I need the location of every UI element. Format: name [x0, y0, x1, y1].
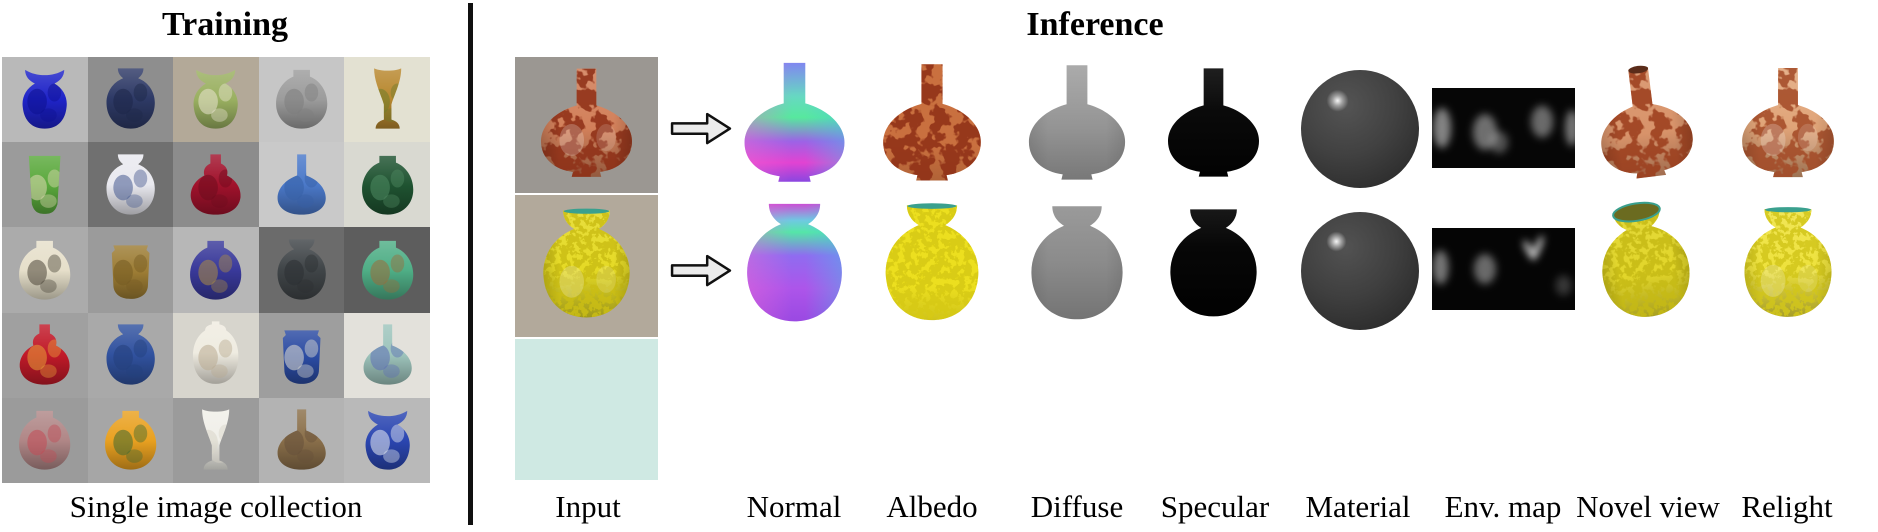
- novel-view: [1583, 57, 1707, 193]
- training-vase-graphic: [190, 240, 242, 300]
- caption-input: Input: [555, 489, 621, 524]
- novel-view-vase: [1592, 62, 1697, 183]
- training-cell: [173, 57, 259, 143]
- training-cell: [87, 227, 174, 313]
- training-cell: [173, 142, 259, 228]
- training-vase-graphic: [365, 411, 410, 470]
- specular-vase: [1170, 209, 1257, 317]
- training-vase-graphic: [19, 411, 71, 470]
- caption-env-map: Env. map: [1444, 489, 1562, 524]
- normal-map: [727, 57, 862, 193]
- training-cell: [258, 227, 345, 313]
- training-cell: [344, 312, 430, 398]
- caption-normal: Normal: [746, 489, 842, 524]
- material-sphere: [1300, 70, 1419, 188]
- training-cell: [344, 397, 430, 483]
- training-vase-graphic: [106, 68, 155, 130]
- training-cell: [173, 397, 259, 483]
- training-vase-graphic: [373, 68, 401, 130]
- training-vase-graphic: [275, 70, 328, 130]
- caption-single-image-collection: Single image collection: [69, 489, 363, 524]
- albedo-vase: [883, 64, 981, 181]
- training-vase-graphic: [277, 409, 326, 470]
- input-photo: [515, 339, 658, 480]
- right-arrow-icon: [670, 253, 732, 287]
- specular-render: [1152, 57, 1275, 193]
- training-cell: [2, 312, 88, 398]
- training-cell: [173, 227, 259, 313]
- training-vase-graphic: [202, 409, 230, 470]
- diffuse-vase: [1028, 65, 1126, 180]
- training-cell: [258, 312, 345, 398]
- training-cell: [173, 312, 259, 398]
- caption-specular: Specular: [1160, 489, 1270, 524]
- albedo-vase: [885, 203, 979, 321]
- training-cell: [258, 397, 345, 483]
- training-vase-graphic: [104, 411, 156, 470]
- caption-relight: Relight: [1741, 489, 1833, 524]
- training-vase-graphic: [277, 153, 326, 215]
- input-vase-photo: [540, 69, 632, 178]
- training-cell: [2, 227, 88, 313]
- training-vase-graphic: [193, 70, 239, 130]
- novel-view-vase: [1593, 201, 1696, 324]
- input-vase-photo: [543, 208, 630, 318]
- novel-view: [1583, 195, 1707, 337]
- specular-render: [1152, 195, 1275, 337]
- training-cell: [87, 312, 174, 398]
- training-cell: [2, 142, 88, 228]
- relight-vase: [1744, 207, 1832, 317]
- training-cell: [258, 57, 345, 143]
- training-cell: [87, 397, 174, 483]
- inference-title: Inference: [1026, 6, 1164, 43]
- input-photo: [515, 195, 658, 337]
- relight-vase: [1742, 67, 1834, 178]
- right-arrow-icon: [670, 111, 732, 145]
- normal-map: [727, 195, 862, 337]
- training-cell: [344, 227, 430, 313]
- training-cell: [344, 57, 430, 143]
- divider-line: [468, 3, 473, 525]
- training-cell: [2, 397, 88, 483]
- caption-albedo: Albedo: [886, 489, 978, 524]
- training-vase-graphic: [277, 239, 326, 300]
- training-vase-graphic: [282, 330, 321, 384]
- caption-diffuse: Diffuse: [1030, 489, 1124, 524]
- normal-map-vase: [744, 62, 845, 182]
- training-title: Training: [162, 6, 288, 43]
- training-vase-graphic: [106, 153, 155, 215]
- training-vase-graphic: [361, 240, 413, 300]
- training-vase-graphic: [361, 155, 413, 215]
- specular-vase: [1167, 68, 1260, 177]
- diffuse-vase: [1031, 206, 1123, 320]
- training-vase-graphic: [191, 153, 241, 215]
- training-vase-graphic: [363, 324, 412, 385]
- training-vase-graphic: [193, 321, 239, 384]
- training-cell: [87, 57, 174, 143]
- input-photo: [515, 57, 658, 193]
- relight-render: [1726, 57, 1850, 193]
- training-cell: [2, 57, 88, 143]
- training-vase-graphic: [19, 240, 71, 300]
- relight-render: [1726, 195, 1850, 337]
- normal-map-vase: [747, 203, 842, 322]
- training-cell: [87, 142, 174, 228]
- material-sphere: [1300, 212, 1419, 330]
- diffuse-render: [1012, 195, 1142, 337]
- albedo-map: [866, 195, 998, 337]
- training-vase-graphic: [111, 245, 150, 299]
- caption-novel-view: Novel view: [1576, 489, 1720, 524]
- env-map: [1432, 228, 1575, 310]
- training-vase-graphic: [22, 70, 67, 130]
- diffuse-render: [1012, 57, 1142, 193]
- env-map: [1432, 88, 1580, 168]
- training-cell: [344, 142, 430, 228]
- caption-material: Material: [1305, 489, 1411, 524]
- training-cell: [258, 142, 345, 228]
- training-vase-graphic: [19, 324, 70, 385]
- training-vase-graphic: [28, 155, 61, 214]
- training-vase-graphic: [106, 324, 155, 385]
- albedo-map: [866, 57, 998, 193]
